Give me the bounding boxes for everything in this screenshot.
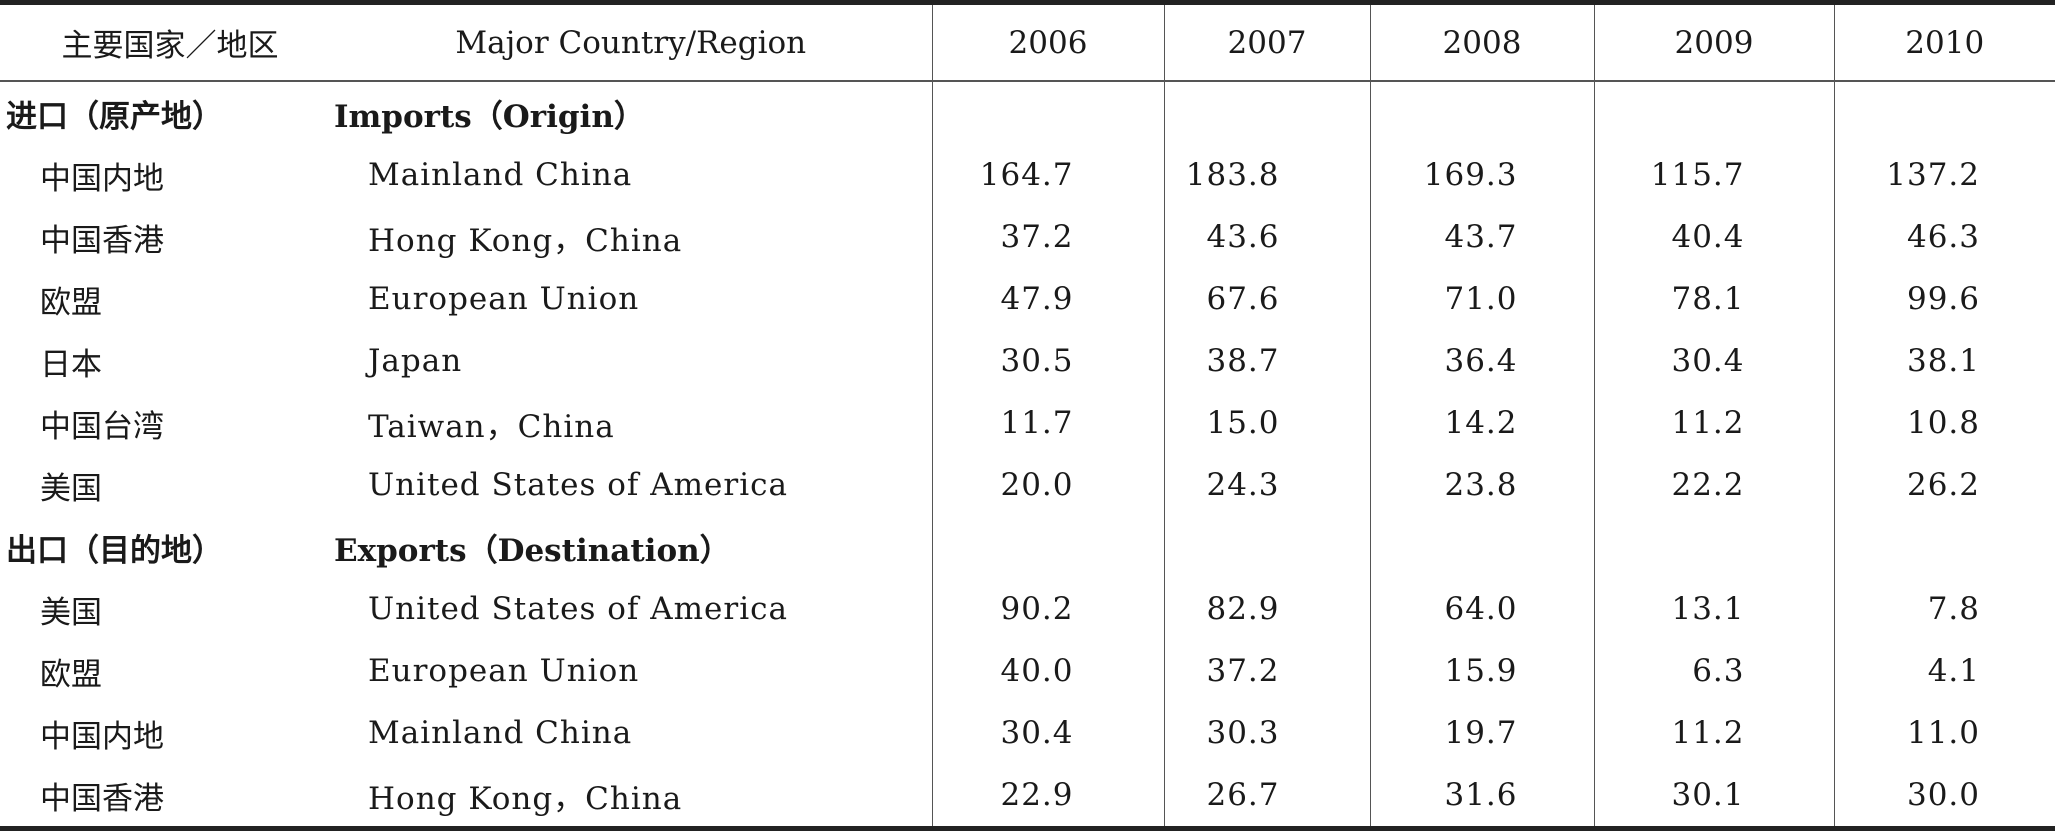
country-en: United States of America <box>368 591 788 627</box>
value-cell: 30.4 <box>1593 330 1834 392</box>
header-year: 2008 <box>1369 2 1594 82</box>
value-cell: 6.3 <box>1593 640 1834 702</box>
value-cell: 137.2 <box>1833 144 2055 206</box>
value-cell: 22.2 <box>1593 454 1834 516</box>
value-cell: 37.2 <box>1163 640 1370 702</box>
country-en: United States of America <box>368 467 788 503</box>
country-en: Hong Kong，China <box>368 780 683 817</box>
country-cn: 日本 <box>40 346 102 383</box>
country-en: Hong Kong，China <box>368 222 683 259</box>
table-row: 欧盟 European Union 40.0 37.2 15.9 6.3 4.1 <box>0 640 2055 702</box>
value-cell: 38.7 <box>1163 330 1370 392</box>
value-cell: 15.0 <box>1163 392 1370 454</box>
value-cell: 19.7 <box>1369 702 1594 764</box>
value-cell: 169.3 <box>1369 144 1594 206</box>
value-cell: 47.9 <box>931 268 1164 330</box>
value-cell: 67.6 <box>1163 268 1370 330</box>
value-cell: 14.2 <box>1369 392 1594 454</box>
country-cn: 中国内地 <box>40 160 164 197</box>
value-cell: 4.1 <box>1833 640 2055 702</box>
value-cell: 38.1 <box>1833 330 2055 392</box>
value-cell: 43.6 <box>1163 206 1370 268</box>
value-cell: 40.0 <box>931 640 1164 702</box>
header-year: 2006 <box>931 2 1164 82</box>
section-title-en: Imports（Origin） <box>334 98 645 135</box>
section-row-imports: 进口（原产地） Imports（Origin） <box>0 81 2055 144</box>
header-row: 主要国家／地区 Major Country/Region 2006 2007 2… <box>0 2 2055 82</box>
value-cell: 115.7 <box>1593 144 1834 206</box>
table-row: 日本 Japan 30.5 38.7 36.4 30.4 38.1 <box>0 330 2055 392</box>
value-cell: 99.6 <box>1833 268 2055 330</box>
value-cell: 13.1 <box>1593 578 1834 640</box>
value-cell: 15.9 <box>1369 640 1594 702</box>
country-cn: 中国内地 <box>40 718 164 755</box>
section-title-cn: 出口（目的地） <box>6 532 223 569</box>
value-cell: 24.3 <box>1163 454 1370 516</box>
value-cell: 11.2 <box>1593 702 1834 764</box>
table-row: 美国 United States of America 90.2 82.9 64… <box>0 578 2055 640</box>
value-cell: 78.1 <box>1593 268 1834 330</box>
country-cn: 欧盟 <box>40 656 102 693</box>
country-cn: 中国台湾 <box>40 408 164 445</box>
country-en: Taiwan，China <box>368 408 615 445</box>
header-country-cn: 主要国家／地区 <box>0 2 330 82</box>
value-cell: 31.6 <box>1369 764 1594 829</box>
header-country-en: Major Country/Region <box>330 2 932 82</box>
country-en: Japan <box>368 343 463 379</box>
value-cell: 82.9 <box>1163 578 1370 640</box>
value-cell: 30.4 <box>931 702 1164 764</box>
value-cell: 90.2 <box>931 578 1164 640</box>
header-year: 2007 <box>1163 2 1370 82</box>
value-cell: 30.5 <box>931 330 1164 392</box>
country-cn: 美国 <box>40 470 102 507</box>
country-en: European Union <box>368 281 640 317</box>
value-cell: 23.8 <box>1369 454 1594 516</box>
country-en: European Union <box>368 653 640 689</box>
value-cell: 11.0 <box>1833 702 2055 764</box>
value-cell: 43.7 <box>1369 206 1594 268</box>
country-en: Mainland China <box>368 715 633 751</box>
section-title-cn: 进口（原产地） <box>6 98 223 135</box>
value-cell: 46.3 <box>1833 206 2055 268</box>
value-cell: 26.7 <box>1163 764 1370 829</box>
table-row: 欧盟 European Union 47.9 67.6 71.0 78.1 99… <box>0 268 2055 330</box>
value-cell: 11.7 <box>931 392 1164 454</box>
value-cell: 22.9 <box>931 764 1164 829</box>
value-cell: 7.8 <box>1833 578 2055 640</box>
table-row: 中国台湾 Taiwan，China 11.7 15.0 14.2 11.2 10… <box>0 392 2055 454</box>
value-cell: 11.2 <box>1593 392 1834 454</box>
value-cell: 40.4 <box>1593 206 1834 268</box>
country-cn: 中国香港 <box>40 780 164 817</box>
table-row: 中国内地 Mainland China 164.7 183.8 169.3 11… <box>0 144 2055 206</box>
table-row: 美国 United States of America 20.0 24.3 23… <box>0 454 2055 516</box>
value-cell: 30.0 <box>1833 764 2055 829</box>
country-cn: 中国香港 <box>40 222 164 259</box>
section-row-exports: 出口（目的地） Exports（Destination） <box>0 516 2055 578</box>
value-cell: 36.4 <box>1369 330 1594 392</box>
country-en: Mainland China <box>368 157 633 193</box>
table-row: 中国内地 Mainland China 30.4 30.3 19.7 11.2 … <box>0 702 2055 764</box>
header-year: 2010 <box>1833 2 2055 82</box>
country-cn: 欧盟 <box>40 284 102 321</box>
value-cell: 10.8 <box>1833 392 2055 454</box>
value-cell: 164.7 <box>931 144 1164 206</box>
value-cell: 64.0 <box>1369 578 1594 640</box>
value-cell: 30.1 <box>1593 764 1834 829</box>
table-row: 中国香港 Hong Kong，China 22.9 26.7 31.6 30.1… <box>0 764 2055 829</box>
value-cell: 26.2 <box>1833 454 2055 516</box>
header-year: 2009 <box>1593 2 1834 82</box>
value-cell: 20.0 <box>931 454 1164 516</box>
section-title-en: Exports（Destination） <box>334 532 731 569</box>
country-cn: 美国 <box>40 594 102 631</box>
value-cell: 37.2 <box>931 206 1164 268</box>
value-cell: 183.8 <box>1163 144 1370 206</box>
value-cell: 71.0 <box>1369 268 1594 330</box>
table-row: 中国香港 Hong Kong，China 37.2 43.6 43.7 40.4… <box>0 206 2055 268</box>
value-cell: 30.3 <box>1163 702 1370 764</box>
